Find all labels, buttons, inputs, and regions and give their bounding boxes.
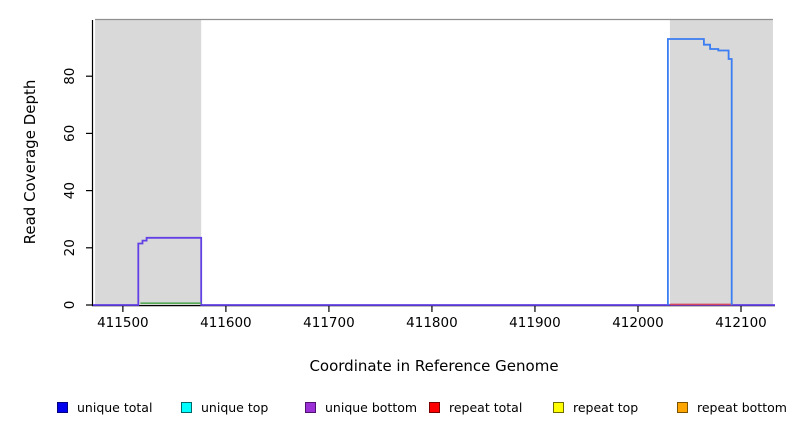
y-tick-label: 0 xyxy=(62,301,78,310)
y-axis-label: Read Coverage Depth xyxy=(21,79,39,245)
legend-swatch-icon xyxy=(677,401,688,413)
series-unique-bottom-with-total-left-peak xyxy=(93,236,775,306)
x-tick-label: 412100 xyxy=(715,315,767,331)
legend-label: repeat bottom xyxy=(697,399,787,415)
x-axis-label: Coordinate in Reference Genome xyxy=(309,357,559,375)
x-tick-label: 412000 xyxy=(612,315,664,331)
legend-item-repeat-top: repeat top xyxy=(553,398,638,416)
legend-label: repeat total xyxy=(449,399,523,415)
x-tick-label: 411500 xyxy=(97,315,149,331)
legend-item-repeat-total: repeat total xyxy=(429,398,522,416)
legend-item-unique-total: unique total xyxy=(57,398,152,416)
x-tick-label: 411700 xyxy=(303,315,355,331)
series-unique-total-right-peak xyxy=(667,38,733,305)
legend-label: unique total xyxy=(77,399,153,415)
legend-item-unique-bottom: unique bottom xyxy=(305,398,417,416)
right-gray-region xyxy=(669,19,773,305)
legend-label: unique top xyxy=(201,399,269,415)
legend-swatch-icon xyxy=(181,401,192,413)
legend-label: repeat top xyxy=(573,399,639,415)
x-tick-label: 411800 xyxy=(406,315,458,331)
legend: unique total unique top unique bottom repea… xyxy=(0,398,792,418)
x-tick-label: 411900 xyxy=(509,315,561,331)
left-gray-region xyxy=(95,19,202,305)
x-tick-label: 411600 xyxy=(200,315,252,331)
y-tick-label: 20 xyxy=(62,239,78,256)
y-tick-label: 80 xyxy=(62,68,78,85)
y-tick-label: 60 xyxy=(62,125,78,142)
legend-swatch-icon xyxy=(57,401,68,413)
legend-item-repeat-bottom: repeat bottom xyxy=(677,398,787,416)
y-tick-label: 40 xyxy=(62,182,78,199)
legend-swatch-icon xyxy=(429,401,440,413)
legend-item-unique-top: unique top xyxy=(181,398,268,416)
legend-swatch-icon xyxy=(305,401,316,413)
legend-label: unique bottom xyxy=(325,399,418,415)
legend-swatch-icon xyxy=(553,401,564,413)
